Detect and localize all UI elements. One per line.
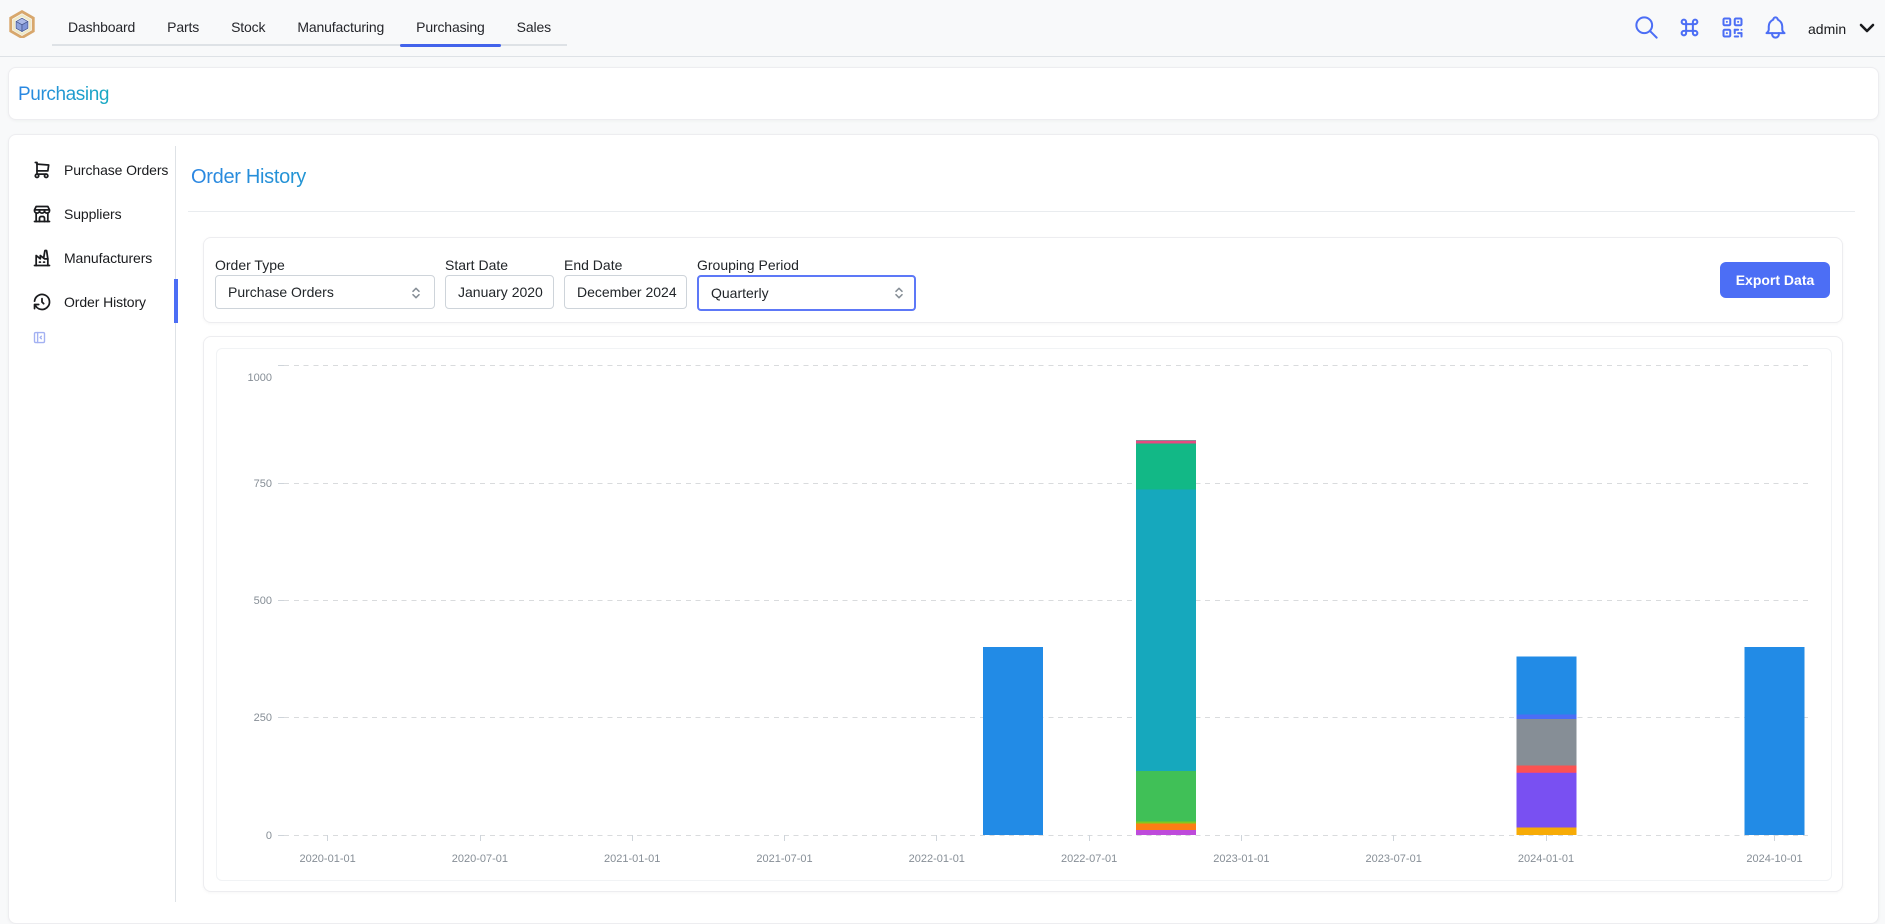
svg-text:2024-01-01: 2024-01-01 (1518, 853, 1574, 865)
svg-text:2024-10-01: 2024-10-01 (1746, 853, 1802, 865)
svg-text:1000: 1000 (248, 372, 272, 384)
svg-text:2022-01-01: 2022-01-01 (909, 853, 965, 865)
svg-text:2020-01-01: 2020-01-01 (299, 853, 355, 865)
svg-text:2021-07-01: 2021-07-01 (756, 853, 812, 865)
svg-text:500: 500 (254, 595, 272, 607)
svg-text:2023-07-01: 2023-07-01 (1366, 853, 1422, 865)
svg-text:0: 0 (266, 830, 272, 842)
svg-text:750: 750 (254, 478, 272, 490)
svg-text:2021-01-01: 2021-01-01 (604, 853, 660, 865)
svg-text:2023-01-01: 2023-01-01 (1213, 853, 1269, 865)
svg-text:2020-07-01: 2020-07-01 (452, 853, 508, 865)
svg-text:250: 250 (254, 712, 272, 724)
svg-text:2022-07-01: 2022-07-01 (1061, 853, 1117, 865)
